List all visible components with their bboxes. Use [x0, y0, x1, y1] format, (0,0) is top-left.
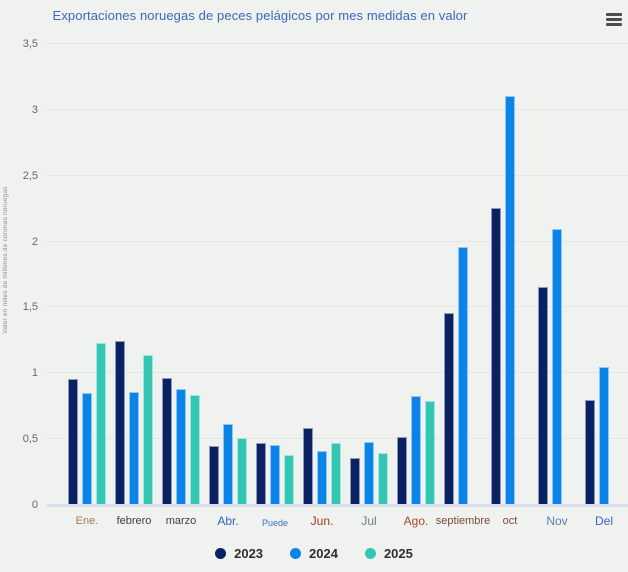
x-label-jun: Jun. — [310, 514, 334, 528]
hamburger-menu-icon[interactable] — [603, 10, 625, 28]
x-label-nov: Nov — [546, 514, 568, 528]
legend-label-2023: 2023 — [234, 545, 264, 561]
bar-2024-puede[interactable] — [270, 445, 280, 504]
gridline — [47, 240, 628, 242]
bar-2025-ene[interactable] — [96, 343, 106, 504]
y-tick-label: 3 — [31, 103, 38, 116]
x-label-jul: Jul — [361, 514, 377, 528]
bar-2024-jul[interactable] — [364, 442, 374, 504]
bar-2024-jun[interactable] — [317, 451, 327, 504]
bar-2024-septiembre[interactable] — [458, 247, 468, 504]
legend-item-2024[interactable]: 2024 — [290, 546, 338, 561]
bar-2024-marzo[interactable] — [176, 389, 186, 504]
legend-item-2023[interactable]: 2023 — [215, 546, 263, 561]
bar-2025-febrero[interactable] — [143, 355, 153, 504]
gridline — [47, 174, 628, 176]
x-label-marzo: marzo — [165, 515, 197, 527]
gridline — [47, 306, 628, 308]
bar-2023-abr[interactable] — [209, 446, 219, 504]
bar-2023-puede[interactable] — [256, 443, 266, 504]
bar-2023-febrero[interactable] — [115, 341, 125, 504]
hamburger-bar — [606, 12, 622, 16]
y-tick-label: 2 — [31, 235, 38, 248]
legend-swatch-2024 — [290, 547, 302, 559]
x-axis-labels: Ene. febrero marzo Abr. Puede Jun. Jul Ago. sept… — [47, 514, 628, 532]
legend-swatch-2023 — [215, 547, 227, 559]
y-axis-ticks: 0 0,5 1 1,5 2 2,5 3 3,5 — [0, 38, 38, 511]
plot-area — [47, 43, 628, 507]
x-label-septiembre: septiembre — [435, 515, 491, 527]
x-label-del: Del — [594, 514, 614, 528]
bar-2025-ago[interactable] — [425, 401, 435, 504]
x-label-febrero: febrero — [116, 515, 152, 527]
bar-2024-ene[interactable] — [82, 393, 92, 504]
bar-2025-jun[interactable] — [331, 443, 341, 504]
bar-2023-ene[interactable] — [68, 379, 78, 504]
bar-2025-abr[interactable] — [237, 438, 247, 504]
bar-2024-del[interactable] — [599, 367, 609, 504]
x-label-oct: oct — [502, 515, 518, 527]
y-tick-label: 1,5 — [22, 301, 38, 314]
y-tick-label: 1 — [31, 367, 38, 380]
bar-2024-febrero[interactable] — [129, 392, 139, 504]
gridline — [47, 372, 628, 374]
bar-2023-oct[interactable] — [491, 208, 501, 504]
legend: 2023 2024 2025 — [0, 543, 628, 563]
y-tick-label: 0 — [31, 499, 38, 511]
x-axis-line — [47, 504, 628, 507]
bar-2024-oct[interactable] — [505, 96, 515, 504]
bar-2025-puede[interactable] — [284, 455, 294, 504]
y-tick-label: 3,5 — [22, 38, 38, 50]
bar-2024-abr[interactable] — [223, 424, 233, 504]
gridline — [47, 438, 628, 440]
bar-2023-jul[interactable] — [350, 458, 360, 504]
legend-item-2025[interactable]: 2025 — [364, 545, 413, 561]
legend-label-2025: 2025 — [383, 545, 413, 561]
x-label-ene: Ene. — [75, 515, 99, 527]
gridline — [47, 108, 628, 110]
legend-label-2024: 2024 — [309, 545, 338, 561]
y-tick-label: 0,5 — [22, 433, 38, 446]
hamburger-bar — [606, 22, 622, 26]
bar-2023-nov[interactable] — [538, 287, 548, 504]
bar-2023-marzo[interactable] — [162, 378, 172, 504]
bar-2024-nov[interactable] — [552, 229, 562, 504]
chart-title: Exportaciones noruegas de peces pelágico… — [52, 8, 468, 23]
legend-swatch-2025 — [364, 547, 376, 559]
x-label-puede: Puede — [261, 518, 289, 528]
bar-2023-septiembre[interactable] — [444, 313, 454, 504]
y-tick-label: 2,5 — [22, 169, 38, 182]
bar-2025-marzo[interactable] — [190, 395, 200, 504]
bar-2023-ago[interactable] — [397, 437, 407, 504]
bar-2024-ago[interactable] — [411, 396, 421, 504]
hamburger-bar — [606, 17, 622, 21]
bar-2023-jun[interactable] — [303, 428, 313, 504]
gridline — [47, 43, 628, 44]
bar-2025-jul[interactable] — [378, 453, 388, 504]
x-label-abr: Abr. — [217, 514, 239, 528]
bar-2023-del[interactable] — [585, 400, 595, 504]
x-label-ago: Ago. — [403, 514, 429, 528]
